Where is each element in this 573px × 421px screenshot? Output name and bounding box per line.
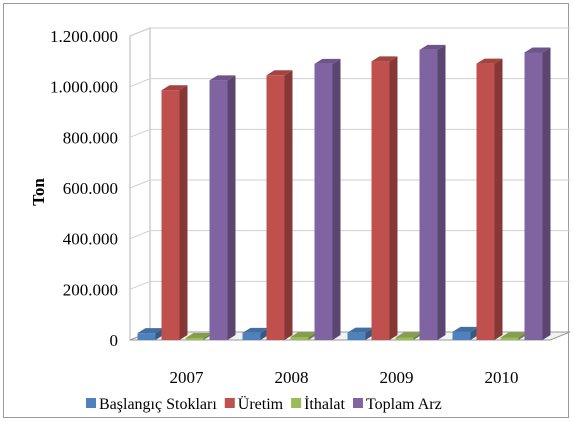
bar-top — [314, 58, 341, 64]
x-tick-label: 2009 — [380, 368, 414, 387]
legend-swatch — [291, 398, 302, 408]
bar-front — [419, 49, 438, 340]
bar-top — [452, 326, 479, 332]
bar-front — [347, 332, 366, 340]
y-axis-ticks: 0 200.000 400.000 600.000 800.000 1.000.000 1.… — [50, 27, 118, 350]
bar — [314, 58, 341, 340]
bar-top — [266, 70, 293, 76]
legend-item: Toplam Arz — [352, 396, 442, 413]
legend: Başlangıç Stokları Üretim İthalat Toplam Ar… — [86, 395, 442, 413]
y-tick-label: 800.000 — [63, 128, 118, 147]
bar-front — [290, 336, 309, 340]
legend-swatch — [352, 398, 363, 408]
bars — [137, 44, 551, 341]
x-tick-label: 2010 — [485, 368, 519, 387]
bar-front — [185, 337, 204, 340]
bar-side — [179, 85, 188, 340]
y-tick-label: 400.000 — [63, 230, 118, 249]
bar-front — [395, 337, 414, 340]
x-axis-ticks: 2007 2008 2009 2010 — [170, 368, 519, 387]
bar-front — [476, 63, 495, 340]
legend-label: Toplam Arz — [366, 396, 442, 413]
bar-side — [437, 44, 446, 340]
bar-front — [500, 337, 519, 340]
bar-front — [314, 63, 333, 340]
bar-side — [542, 47, 551, 340]
gridlines — [129, 27, 570, 290]
bar-top — [476, 58, 503, 64]
y-tick-label: 600.000 — [63, 179, 118, 198]
bar-front — [524, 52, 543, 340]
legend-swatch — [86, 398, 96, 408]
bar — [266, 70, 293, 341]
y-axis-label: Ton — [29, 178, 48, 206]
bar-top — [290, 331, 317, 337]
bar-front — [452, 331, 471, 340]
bar — [371, 56, 398, 340]
bar-top — [419, 44, 446, 50]
bar-top — [185, 332, 212, 338]
gridline — [129, 230, 570, 240]
bar-top — [161, 85, 188, 91]
bar-side — [227, 75, 236, 340]
bar-top — [137, 328, 164, 334]
bar-front — [161, 90, 180, 340]
gridline — [129, 280, 570, 290]
bar-top — [347, 327, 374, 333]
legend-swatch — [224, 398, 235, 408]
bar — [476, 58, 503, 340]
y-tick-label: 1.200.000 — [50, 27, 118, 46]
bar-top — [209, 75, 236, 81]
bar — [161, 85, 188, 340]
bar-side — [332, 58, 341, 340]
bar-side — [494, 58, 503, 340]
chart-walls — [129, 27, 571, 341]
y-tick-label: 200.000 — [63, 280, 118, 299]
bar-side — [389, 56, 398, 340]
bar-front — [209, 80, 228, 340]
bar-front — [137, 333, 156, 340]
legend-item: Üretim — [224, 395, 284, 413]
legend-label: Başlangıç Stokları — [99, 396, 217, 413]
bar-front — [266, 75, 285, 341]
legend-label: Üretim — [238, 395, 284, 413]
x-tick-label: 2007 — [170, 368, 205, 387]
gridline — [129, 27, 570, 37]
bar — [419, 44, 446, 340]
y-tick-label: 0 — [110, 331, 119, 350]
bar-top — [524, 47, 551, 53]
x-tick-label: 2008 — [275, 368, 309, 387]
bar — [209, 75, 236, 340]
bar-front — [371, 61, 390, 340]
bar-top — [395, 332, 422, 338]
legend-item: İthalat — [291, 395, 346, 413]
gridline — [129, 179, 570, 189]
legend-label: İthalat — [304, 395, 345, 413]
bar-top — [500, 332, 527, 338]
legend-item: Başlangıç Stokları — [86, 396, 217, 413]
bar-side — [284, 70, 293, 341]
y-tick-label: 1.000.000 — [50, 78, 118, 97]
bar-top — [242, 327, 269, 333]
gridline — [129, 128, 570, 138]
bar-top — [371, 56, 398, 62]
bar — [524, 47, 551, 340]
bar-front — [242, 332, 261, 340]
gridline — [129, 78, 570, 88]
